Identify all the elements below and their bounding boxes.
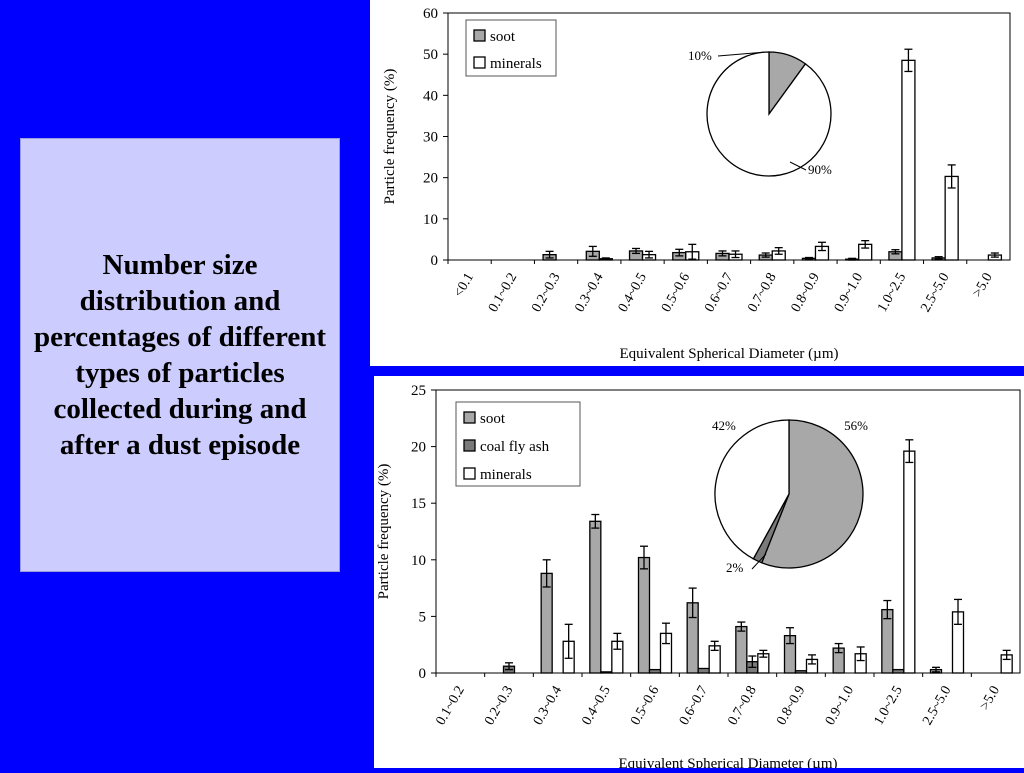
legend-label: soot (480, 411, 506, 427)
x-tick-label: 0.7~0.8 (745, 271, 779, 315)
y-tick-label: 40 (423, 88, 438, 104)
x-tick-label: 0.3~0.4 (572, 271, 606, 315)
pie-label: 90% (808, 162, 832, 177)
legend-label: minerals (490, 56, 542, 72)
legend-label: soot (490, 29, 516, 45)
x-tick-label: 0.5~0.6 (659, 271, 693, 315)
y-tick-label: 50 (423, 47, 438, 63)
legend-swatch-minerals (463, 467, 476, 480)
pie-label: 42% (712, 418, 736, 433)
legend-label: minerals (480, 467, 532, 483)
pie-label: 10% (688, 48, 712, 63)
x-tick-label: 0.5~0.6 (628, 684, 662, 728)
y-axis-label: Particle frequency (%) (376, 464, 392, 600)
x-tick-label: 2.5~5.0 (920, 684, 954, 728)
y-tick-label: 30 (423, 130, 438, 146)
bar-soot (637, 556, 651, 674)
x-tick-label: 0.9~1.0 (832, 271, 866, 315)
pie-leader-line (789, 161, 807, 171)
x-axis-label: Equivalent Spherical Diameter (µm) (620, 346, 839, 362)
bar-coal-fly-ash (600, 671, 613, 674)
pie-label: 2% (726, 560, 744, 575)
x-tick-label: 0.7~0.8 (726, 684, 760, 728)
x-tick-label: 0.6~0.7 (677, 684, 711, 728)
x-tick-label: 0.3~0.4 (531, 684, 565, 728)
legend-swatch-soot (463, 411, 476, 424)
y-tick-label: 0 (419, 666, 427, 682)
bar-soot (540, 572, 553, 674)
bar-minerals (901, 59, 916, 261)
y-tick-label: 0 (431, 253, 439, 269)
chart-panel-top: 0 10 20 30 40 50 60 Particle frequency (%) <0.1 0… (370, 0, 1024, 366)
pie-slice-minerals (706, 51, 832, 177)
x-tick-label: 2.5~5.0 (918, 271, 952, 315)
legend-label: coal fly ash (480, 439, 550, 455)
x-tick-label: 0.4~0.5 (580, 684, 614, 728)
x-tick-label: 0.9~1.0 (823, 684, 857, 728)
bar-soot (589, 520, 602, 674)
x-tick-label: 0.6~0.7 (702, 271, 736, 315)
x-tick-label: >5.0 (970, 271, 996, 301)
bar-coal-fly-ash (892, 668, 905, 674)
legend-swatch-coal-fly-ash (463, 439, 476, 452)
y-tick-label: 20 (423, 171, 438, 187)
x-axis-label: Equivalent Spherical Diameter (µm) (619, 756, 838, 768)
legend-swatch-soot (473, 29, 486, 42)
caption-box: Number size distribution and percentages… (20, 138, 340, 572)
y-tick-label: 15 (411, 496, 426, 512)
x-tick-label: 1.0~2.5 (872, 684, 906, 728)
x-tick-label: 0.8~0.9 (789, 271, 823, 315)
x-tick-label: 0.2~0.3 (482, 684, 516, 728)
y-tick-label: 5 (419, 609, 427, 625)
x-tick-label: 1.0~2.5 (875, 271, 909, 315)
size-distribution-chart-top: 0 10 20 30 40 50 60 Particle frequency (%) <0.1 0… (382, 6, 1011, 362)
pie-label: 56% (844, 418, 868, 433)
y-axis-label: Particle frequency (%) (382, 69, 398, 205)
size-distribution-chart-bottom: 0 5 10 15 20 25 Particle frequency (%) 0.1~0.2 0… (376, 383, 1021, 772)
y-tick-label: 25 (411, 383, 426, 399)
x-tick-label: 0.8~0.9 (774, 684, 808, 728)
y-tick-label: 10 (411, 553, 426, 569)
y-tick-label: 60 (423, 6, 438, 22)
pie-slice-soot (760, 419, 864, 569)
x-tick-label: 0.1~0.2 (486, 271, 520, 315)
x-tick-label: 0.2~0.3 (529, 271, 563, 315)
x-tick-label: >5.0 (977, 684, 1003, 714)
y-tick-label: 20 (411, 440, 426, 456)
y-tick-label: 10 (423, 212, 438, 228)
bar-minerals (944, 175, 959, 261)
x-tick-label: 0.4~0.5 (616, 271, 650, 315)
bar-coal-fly-ash (648, 668, 662, 674)
chart-panel-bottom: 0 5 10 15 20 25 Particle frequency (%) 0.1~0.2 0… (374, 376, 1024, 772)
bar-soot (735, 625, 748, 674)
legend-box (455, 401, 581, 487)
bar-coal-fly-ash (697, 667, 710, 674)
bar-coal-fly-ash (794, 670, 808, 674)
pie-leader-line (751, 553, 767, 570)
x-tick-label: <0.1 (451, 271, 477, 301)
bar-minerals (903, 450, 916, 674)
pie-slice-minerals (714, 419, 790, 560)
legend-swatch-minerals (473, 56, 486, 69)
x-tick-label: 0.1~0.2 (434, 684, 468, 728)
slide-caption: Number size distribution and percentages… (33, 249, 327, 461)
